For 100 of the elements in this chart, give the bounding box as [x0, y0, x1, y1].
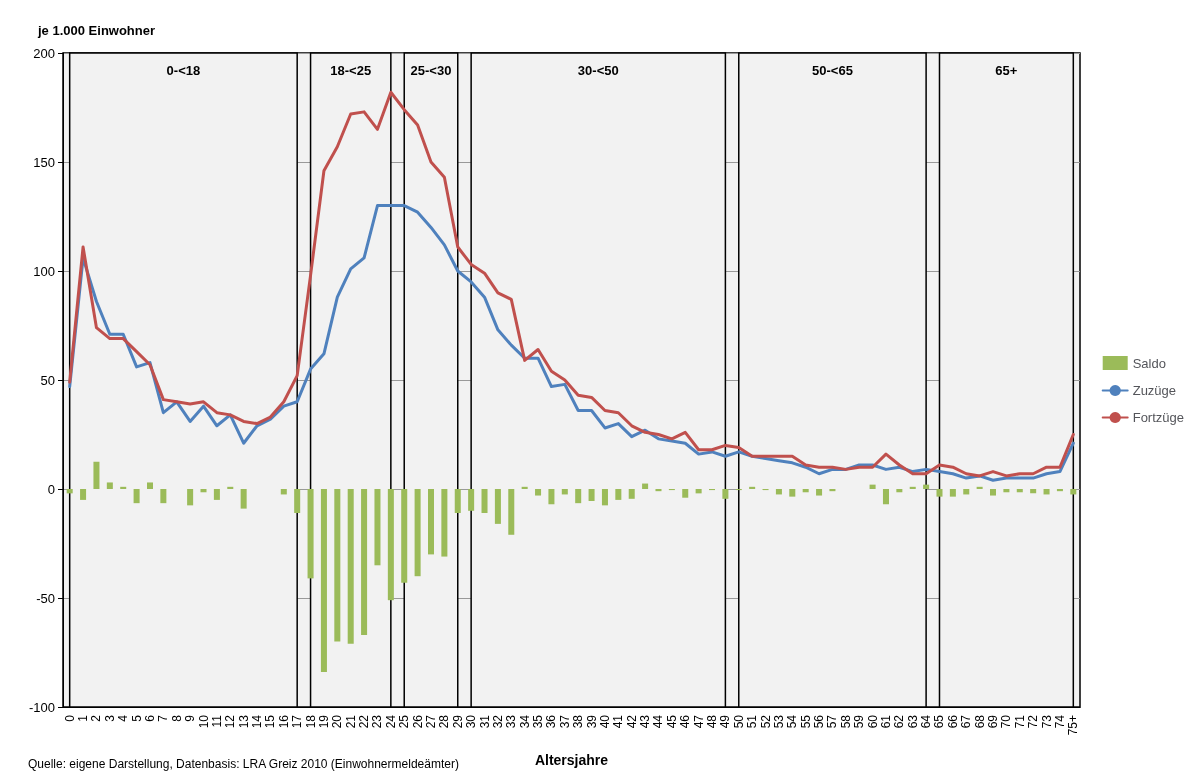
x-tick-label: 67 — [959, 714, 974, 729]
x-tick-label: 25 — [397, 714, 412, 729]
legend-label: Zuzüge — [1132, 383, 1177, 398]
bar — [655, 489, 662, 492]
bar — [146, 482, 153, 489]
x-tick-label: 40 — [597, 714, 612, 729]
bar — [93, 461, 100, 489]
bar — [374, 489, 381, 566]
bar — [561, 489, 568, 495]
x-tick-label: 18 — [303, 714, 318, 729]
x-tick-label: 36 — [544, 714, 559, 729]
y-tick-label: -50 — [36, 590, 55, 606]
bar — [615, 489, 622, 500]
bar — [401, 489, 408, 583]
x-tick-label: 34 — [517, 714, 532, 729]
bar — [414, 489, 421, 577]
x-tick-label: 62 — [892, 714, 907, 729]
x-tick-label: 65 — [932, 714, 947, 729]
x-tick-label: 55 — [798, 714, 813, 729]
x-tick-label: 37 — [557, 714, 572, 729]
bar — [909, 486, 916, 489]
x-tick-label: 53 — [771, 714, 786, 729]
bar — [949, 489, 956, 497]
bar — [802, 489, 809, 493]
bar — [1056, 489, 1063, 492]
legend-label: Saldo — [1132, 355, 1166, 371]
x-tick-label: 33 — [504, 714, 519, 729]
bar — [588, 489, 595, 501]
bar — [869, 484, 876, 489]
x-tick-label: 26 — [410, 714, 425, 729]
bar — [160, 489, 167, 504]
x-tick-label: 73 — [1039, 714, 1054, 729]
x-tick-label: 45 — [664, 714, 679, 729]
x-tick-label: 52 — [758, 714, 773, 729]
bar — [187, 489, 194, 506]
x-axis-title: Altersjahre — [534, 752, 609, 768]
x-tick-label: 3 — [102, 714, 117, 722]
bar — [682, 489, 689, 498]
bar — [106, 482, 113, 489]
x-tick-label: 17 — [290, 714, 305, 729]
x-tick-label: 58 — [838, 714, 853, 729]
x-tick-label: 5 — [129, 714, 144, 722]
bar — [1030, 489, 1037, 494]
x-tick-label: 59 — [852, 714, 867, 729]
bar — [1016, 489, 1023, 493]
bar — [789, 489, 796, 497]
bar — [722, 489, 729, 499]
x-tick-label: 46 — [678, 714, 693, 729]
x-tick-label: 60 — [865, 714, 880, 729]
bar — [923, 484, 930, 489]
source-note: Quelle: eigene Darstellung, Datenbasis: LRA Greiz 2010 (Einwohnermeldeämter) — [28, 757, 459, 771]
x-tick-label: 24 — [383, 714, 398, 729]
bar — [896, 489, 903, 493]
bar — [882, 489, 889, 505]
x-tick-label: 44 — [651, 714, 666, 729]
bar — [508, 489, 515, 535]
bar — [642, 483, 649, 489]
x-tick-label: 49 — [718, 714, 733, 729]
x-tick-label: 66 — [945, 714, 960, 729]
bar — [976, 486, 983, 489]
x-tick-label: 71 — [1012, 714, 1027, 729]
x-tick-label: 74 — [1052, 714, 1067, 729]
bar — [120, 486, 127, 489]
x-tick-label: 69 — [986, 714, 1001, 729]
x-tick-label: 9 — [183, 714, 198, 722]
bar — [200, 489, 207, 493]
y-tick-label: 150 — [33, 154, 55, 170]
y-tick-label: 200 — [33, 45, 55, 61]
y-tick-label: 0 — [47, 481, 55, 497]
x-tick-label: 56 — [812, 714, 827, 729]
x-tick-label: 32 — [490, 714, 505, 729]
bar — [334, 489, 341, 642]
x-tick-label: 19 — [316, 714, 331, 729]
bar — [307, 489, 314, 579]
bar — [963, 489, 970, 495]
x-tick-label: 22 — [357, 714, 372, 729]
x-tick-label: 72 — [1026, 714, 1041, 729]
x-tick-label: 50 — [731, 714, 746, 729]
band-label: 50-<65 — [812, 63, 853, 79]
line-series — [68, 90, 1075, 478]
bar — [320, 489, 327, 673]
x-tick-label: 6 — [142, 714, 157, 722]
x-tick-label: 64 — [919, 714, 934, 729]
x-tick-label: 10 — [196, 714, 211, 729]
x-tick-label: 48 — [705, 714, 720, 729]
bar — [695, 489, 702, 494]
bar — [775, 489, 782, 495]
x-tick-label: 70 — [999, 714, 1014, 729]
bar — [548, 489, 555, 505]
bar — [347, 489, 354, 644]
x-tick-label: 11 — [209, 714, 224, 728]
band-label: 30-<50 — [577, 63, 619, 79]
x-tick-label: 38 — [571, 714, 586, 729]
y-tick-label: 50 — [40, 372, 55, 388]
bar — [749, 486, 756, 489]
legend-label: Fortzüge — [1132, 410, 1185, 425]
bar — [80, 489, 87, 500]
bar — [227, 486, 234, 489]
y-tick-label: -100 — [28, 699, 55, 715]
bar — [990, 489, 997, 496]
